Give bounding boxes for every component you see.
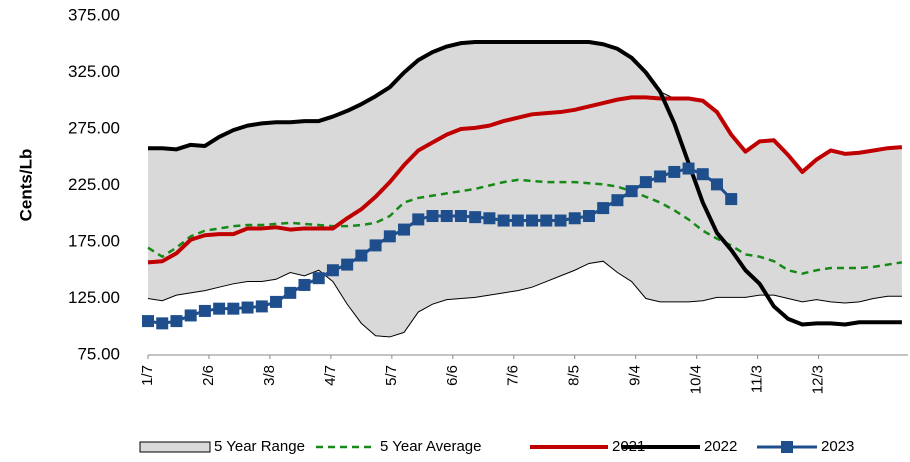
legend-item: 5 Year Range bbox=[139, 438, 305, 455]
x-tick-label: 3/8 bbox=[261, 365, 278, 386]
legend-label: 5 Year Range bbox=[214, 438, 305, 455]
series-marker bbox=[554, 214, 567, 227]
series-marker bbox=[526, 214, 539, 227]
series-marker bbox=[170, 315, 183, 328]
series-marker bbox=[355, 249, 368, 262]
x-tick-label: 2/6 bbox=[200, 365, 217, 386]
y-tick-label: 225.00 bbox=[68, 175, 120, 194]
series-marker bbox=[611, 194, 624, 207]
series-marker bbox=[312, 272, 325, 285]
series-marker bbox=[469, 211, 482, 224]
legend-label: 2022 bbox=[704, 438, 737, 455]
series-marker bbox=[142, 315, 154, 328]
series-marker bbox=[270, 295, 283, 308]
x-tick-label: 10/4 bbox=[688, 365, 705, 394]
x-tick-label: 9/4 bbox=[627, 365, 644, 386]
series-marker bbox=[710, 178, 723, 191]
series-marker bbox=[298, 278, 311, 291]
range-band bbox=[148, 41, 902, 337]
series-marker bbox=[511, 214, 524, 227]
series-marker bbox=[156, 317, 169, 330]
legend-marker bbox=[781, 441, 793, 453]
series-marker bbox=[696, 168, 709, 181]
x-tick-label: 12/3 bbox=[810, 365, 827, 394]
series-marker bbox=[625, 185, 638, 198]
series-marker bbox=[241, 301, 254, 314]
series-marker bbox=[540, 214, 553, 227]
legend-item: 5 Year Average bbox=[316, 438, 481, 455]
x-tick-label: 1/7 bbox=[139, 365, 156, 386]
series-marker bbox=[326, 264, 339, 277]
legend-label: 5 Year Average bbox=[380, 438, 481, 455]
series-marker bbox=[668, 165, 681, 178]
series-marker bbox=[184, 309, 197, 322]
series-marker bbox=[568, 212, 581, 225]
series-marker bbox=[582, 210, 595, 223]
y-axis-label: Cents/Lb bbox=[16, 149, 35, 222]
y-tick-label: 275.00 bbox=[68, 118, 120, 137]
y-tick-label: 375.00 bbox=[68, 5, 120, 24]
legend-swatch bbox=[139, 441, 211, 453]
series-marker bbox=[383, 230, 396, 243]
series-marker bbox=[255, 300, 268, 313]
series-marker bbox=[682, 162, 695, 175]
legend-item: 2022 bbox=[622, 438, 737, 455]
series-marker bbox=[426, 210, 439, 223]
x-tick-label: 5/7 bbox=[383, 365, 400, 386]
series-marker bbox=[725, 193, 738, 206]
series-marker bbox=[440, 210, 453, 223]
series-marker bbox=[369, 239, 382, 252]
series-marker bbox=[454, 210, 467, 223]
x-tick-label: 7/6 bbox=[505, 365, 522, 386]
series-marker bbox=[213, 302, 226, 315]
series-marker bbox=[284, 286, 297, 299]
series-marker bbox=[412, 213, 425, 226]
x-tick-label: 8/5 bbox=[566, 365, 583, 386]
legend-label: 2023 bbox=[821, 438, 854, 455]
series-marker bbox=[639, 176, 652, 189]
series-line bbox=[148, 39, 902, 327]
y-tick-label: 175.00 bbox=[68, 231, 120, 250]
series-marker bbox=[341, 258, 354, 271]
y-tick-label: 125.00 bbox=[68, 288, 120, 307]
series-marker bbox=[483, 212, 496, 225]
y-tick-label: 75.00 bbox=[77, 344, 120, 363]
series-line bbox=[147, 95, 903, 265]
series-marker bbox=[227, 302, 240, 315]
x-tick-label: 4/7 bbox=[322, 365, 339, 386]
legend-item: 2023 bbox=[757, 438, 854, 455]
y-tick-label: 325.00 bbox=[68, 62, 120, 81]
range-lower bbox=[147, 260, 902, 338]
series-marker bbox=[654, 170, 667, 183]
series-marker bbox=[597, 202, 610, 215]
series-line bbox=[147, 178, 903, 275]
x-tick-label: 6/6 bbox=[444, 365, 461, 386]
x-tick-label: 11/3 bbox=[749, 365, 766, 393]
series-marker bbox=[198, 304, 211, 317]
series-marker bbox=[398, 223, 411, 236]
series-marker bbox=[497, 214, 510, 227]
